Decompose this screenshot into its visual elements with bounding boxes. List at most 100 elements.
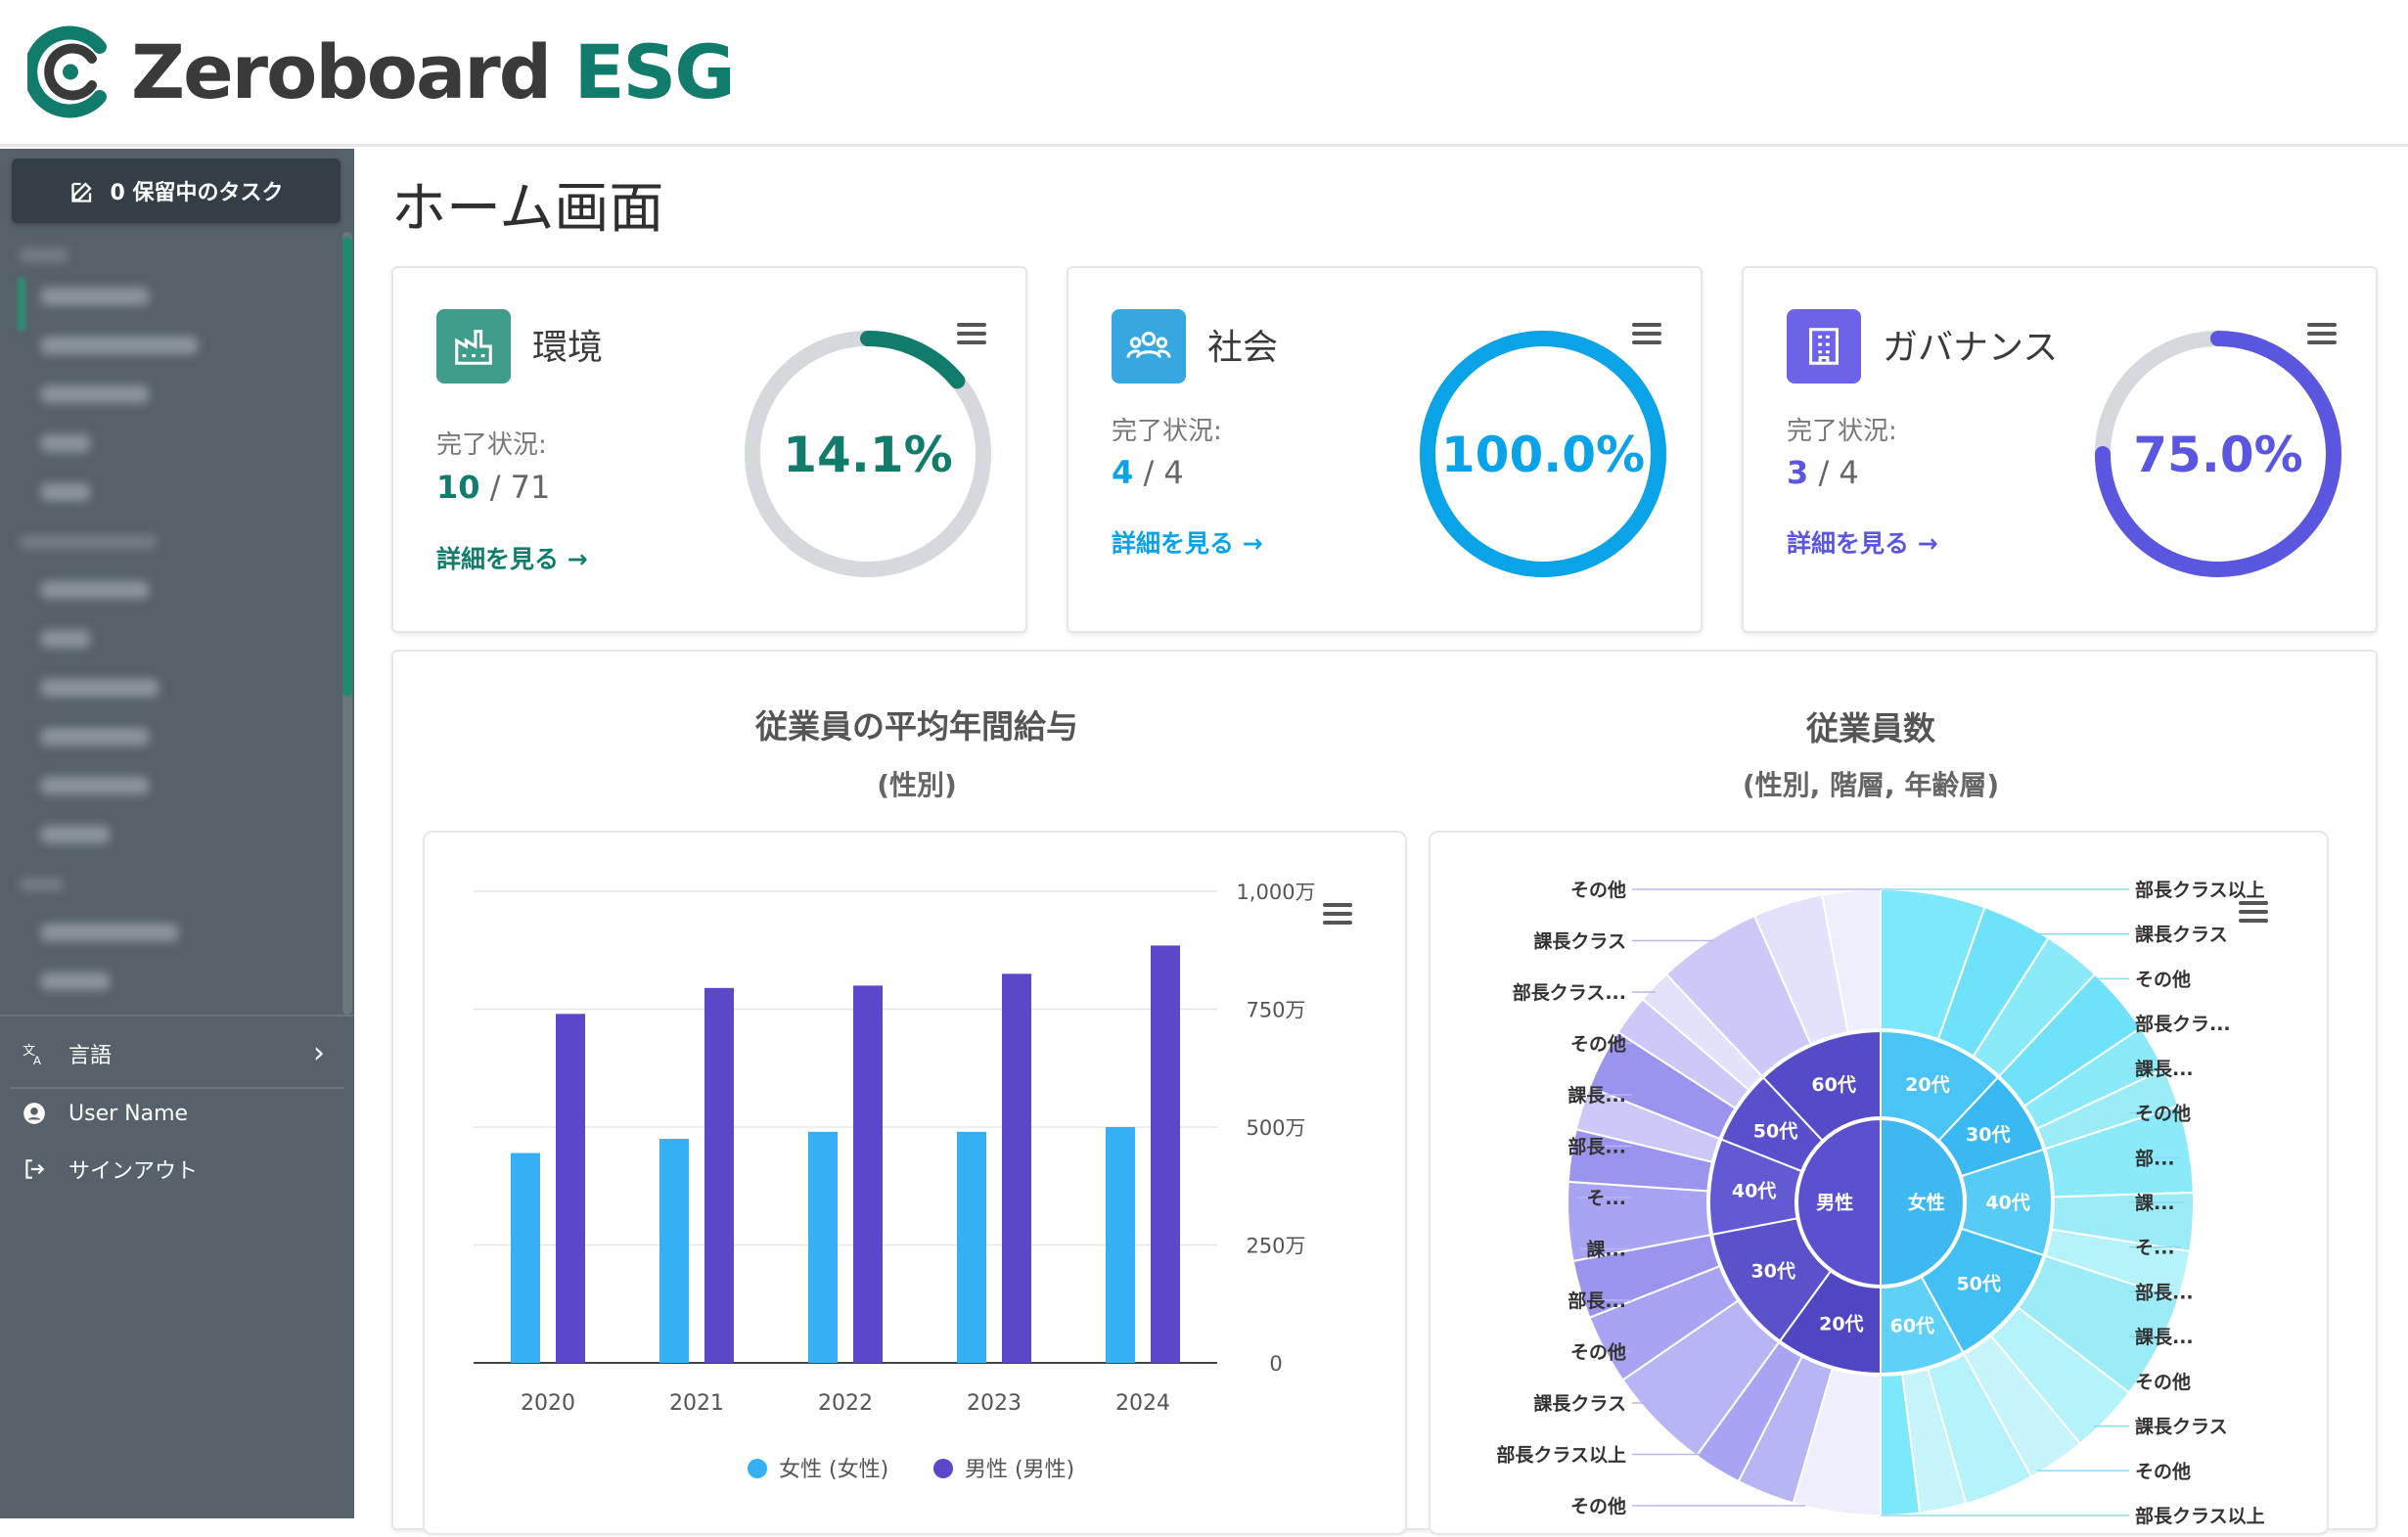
legend-label[interactable]: 男性 (男性) xyxy=(965,1458,1074,1482)
signout-label: サインアウト xyxy=(68,1159,199,1184)
sidebar-item-blurred[interactable] xyxy=(41,972,110,990)
bar[interactable] xyxy=(556,1014,585,1363)
logo-word-esg: ESG xyxy=(573,28,736,115)
sidebar-item-blurred[interactable] xyxy=(41,924,178,941)
kpi-card-environment: 環境 完了状況: 10 / 71 詳細を見る → 14.1% xyxy=(391,266,1027,633)
legend-marker[interactable] xyxy=(933,1459,953,1478)
sidebar-item-blurred[interactable] xyxy=(41,581,149,599)
sidebar-footer: 文 A 言語 › User Name サインアウト xyxy=(0,1015,354,1186)
bar[interactable] xyxy=(1151,945,1180,1363)
sunburst-outer-label: 部長クラス以上 xyxy=(1496,1444,1626,1467)
headcount-chart-subtitle: (性別, 階層, 年齢層) xyxy=(1742,769,2000,801)
legend-label[interactable]: 女性 (女性) xyxy=(779,1458,888,1482)
completion-count: 10 / 71 xyxy=(436,469,551,506)
headcount-chart-panel: 20代 30代 40代 50代 60代 20代 30代 40代 50代 60代 女性 男性 部長クラス以… xyxy=(1429,831,2329,1535)
completion-label: 完了状況: xyxy=(1112,417,1222,446)
page-title: ホーム画面 xyxy=(391,177,664,241)
menu-icon[interactable] xyxy=(2307,323,2337,349)
donut-percent-label: 75.0% xyxy=(2133,427,2302,483)
user-name: User Name xyxy=(68,1101,189,1126)
bar[interactable] xyxy=(1002,973,1031,1363)
kpi-card-social: 社会 完了状況: 4 / 4 詳細を見る → 100.0% xyxy=(1067,266,1703,633)
sunburst-outer-segment[interactable] xyxy=(1820,887,1882,1034)
bar[interactable] xyxy=(808,1131,838,1363)
kpi-title: 環境 xyxy=(532,328,604,368)
bar[interactable] xyxy=(1106,1127,1135,1363)
x-tick-label: 2024 xyxy=(1115,1391,1170,1416)
y-tick-label: 250万 xyxy=(1246,1235,1305,1258)
sidebar-item-blurred[interactable] xyxy=(41,483,90,501)
sidebar-item-blurred[interactable] xyxy=(41,337,198,354)
bar[interactable] xyxy=(957,1131,986,1363)
logo[interactable]: Zeroboard ESG xyxy=(27,25,736,118)
sidebar-item-blurred[interactable] xyxy=(41,288,149,305)
sunburst-outer-label: 部長クラ... xyxy=(2135,1013,2231,1035)
completion-count: 3 / 4 xyxy=(1787,454,1859,491)
sunburst-outer-label: その他 xyxy=(1570,879,1626,901)
sunburst-label: 60代 xyxy=(1811,1074,1855,1096)
bar[interactable] xyxy=(853,985,883,1363)
kpi-card-governance: ガバナンス 完了状況: 3 / 4 詳細を見る → 75.0% xyxy=(1742,266,2378,633)
sunburst-outer-label: 部長... xyxy=(1567,1289,1626,1312)
salary-chart-subtitle: (性別) xyxy=(877,769,957,801)
sunburst-label: 50代 xyxy=(1753,1121,1797,1143)
sidebar-item-blurred[interactable] xyxy=(41,826,110,843)
sunburst-inner-segment[interactable] xyxy=(1880,1117,1965,1288)
logo-text: Zeroboard ESG xyxy=(131,25,736,118)
top-header: Zeroboard ESG xyxy=(0,0,2408,147)
legend-marker[interactable] xyxy=(748,1459,767,1478)
pending-tasks-button[interactable]: 0 保留中のタスク xyxy=(12,158,341,223)
bar[interactable] xyxy=(511,1153,540,1363)
completion-label: 完了状況: xyxy=(436,430,547,460)
sidebar-item-blurred[interactable] xyxy=(41,728,149,746)
donut-progress xyxy=(1420,331,1666,577)
sunburst-outer-label: 部長クラス以上 xyxy=(2135,1505,2265,1527)
donut-percent-label: 100.0% xyxy=(1441,427,1645,483)
chart-menu-icon[interactable] xyxy=(2239,901,2268,927)
headcount-chart-title: 従業員数 xyxy=(1806,709,1935,747)
people-icon xyxy=(1126,332,1171,359)
sunburst-outer-label: 部長クラス... xyxy=(1513,981,1626,1004)
sunburst-outer-label: その他 xyxy=(1570,1033,1626,1056)
sunburst-inner-segment[interactable] xyxy=(1796,1117,1882,1288)
sunburst-outer-label: その他 xyxy=(2135,1103,2191,1125)
sunburst-middle-segment[interactable] xyxy=(1761,1029,1882,1142)
sunburst-label: 女性 xyxy=(1908,1192,1945,1214)
sidebar-item-blurred[interactable] xyxy=(41,385,149,403)
sidebar-item-blurred[interactable] xyxy=(41,777,149,794)
sidebar-item-blurred[interactable] xyxy=(41,679,159,697)
sidebar-item-blurred[interactable] xyxy=(41,434,90,452)
x-tick-label: 2021 xyxy=(669,1391,724,1416)
sunburst-outer-label: 課長... xyxy=(2135,1058,2194,1080)
bar[interactable] xyxy=(704,987,734,1363)
sunburst-outer-label: その他 xyxy=(2135,968,2191,990)
details-link[interactable]: 詳細を見る → xyxy=(1787,529,1938,558)
svg-text:A: A xyxy=(33,1054,42,1066)
user-icon xyxy=(23,1103,45,1124)
language-menu[interactable]: 文 A 言語 › xyxy=(22,1036,325,1070)
completion-label: 完了状況: xyxy=(1787,417,1897,446)
y-tick-label: 750万 xyxy=(1246,999,1305,1022)
y-tick-label: 0 xyxy=(1269,1352,1282,1376)
sunburst-outer-label: 部長... xyxy=(1567,1136,1626,1158)
user-profile[interactable]: User Name xyxy=(22,1101,188,1126)
details-link[interactable]: 詳細を見る → xyxy=(1112,529,1263,558)
progress-donut: 14.1% xyxy=(745,331,991,577)
chart-menu-icon[interactable] xyxy=(1323,903,1352,929)
sidebar-scrollbar-thumb[interactable] xyxy=(342,237,352,697)
sidebar-item-blurred[interactable] xyxy=(41,630,90,648)
details-link[interactable]: 詳細を見る → xyxy=(436,545,588,573)
divider xyxy=(10,1087,344,1089)
sunburst-outer-label: そ... xyxy=(2135,1238,2175,1259)
menu-icon[interactable] xyxy=(957,323,986,349)
sunburst-outer-label: 課長... xyxy=(1567,1084,1626,1107)
bar[interactable] xyxy=(659,1139,689,1363)
sunburst-label: 20代 xyxy=(1819,1313,1863,1334)
translate-icon: 文 A xyxy=(23,1044,42,1066)
x-tick-label: 2022 xyxy=(818,1391,873,1416)
sunburst-outer-label: その他 xyxy=(2135,1460,2191,1482)
menu-icon[interactable] xyxy=(1632,323,1661,349)
active-nav-indicator xyxy=(18,278,25,331)
salary-chart-panel: 0 250万 500万 750万 1,000万 2020 2021 2022 2023 2024 女… xyxy=(423,831,1407,1535)
signout-button[interactable]: サインアウト xyxy=(22,1153,198,1185)
